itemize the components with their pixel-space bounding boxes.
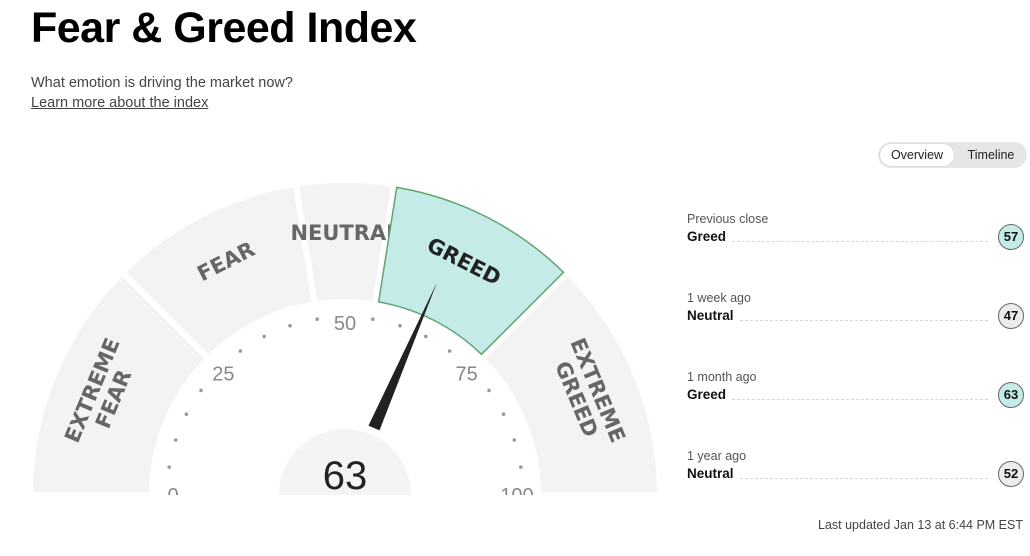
history-dotted-line — [732, 241, 988, 242]
gauge-tick-dot — [238, 349, 243, 353]
history-rating: Greed — [687, 387, 727, 402]
gauge-value: 63 — [323, 454, 368, 498]
gauge-tick-dot — [315, 317, 319, 321]
gauge-segment-label: NEUTRAL — [290, 221, 399, 245]
view-toggle: Overview Timeline — [878, 142, 1027, 168]
fear-greed-gauge: EXTREMEFEARFEARNEUTRALGREEDEXTREMEGREED0… — [0, 183, 680, 520]
gauge-inner-track — [153, 303, 537, 495]
history-rating: Neutral — [687, 466, 734, 481]
history-rating: Greed — [687, 229, 727, 244]
page-title: Fear & Greed Index — [31, 4, 417, 52]
gauge-base-mask — [0, 495, 680, 520]
gauge-tick-label: 75 — [455, 363, 477, 385]
gauge-needle — [368, 282, 438, 431]
gauge-tick-label: 25 — [212, 363, 234, 385]
gauge-tick-dot — [424, 334, 428, 339]
history-dotted-line — [740, 478, 988, 479]
gauge-segment — [33, 276, 205, 493]
gauge-tick-dot — [167, 465, 171, 469]
gauge-tick-dot — [288, 323, 292, 328]
gauge-tick-dot — [447, 349, 452, 353]
gauge-segment — [299, 183, 391, 301]
gauge-tick-dot — [398, 323, 402, 328]
history-period: Previous close — [687, 212, 769, 226]
learn-more-link[interactable]: Learn more about the index — [31, 95, 209, 111]
history-rating: Neutral — [687, 308, 734, 323]
history-score-badge: 57 — [998, 224, 1024, 250]
gauge-tick-label: 50 — [334, 313, 356, 335]
gauge-tick-dot — [512, 438, 517, 442]
history-period: 1 week ago — [687, 291, 751, 305]
history-row: Previous close Greed 57 — [687, 212, 1024, 272]
timeline-tab[interactable]: Timeline — [967, 148, 1015, 162]
overview-tab[interactable]: Overview — [880, 144, 954, 166]
history-score-badge: 63 — [998, 382, 1024, 408]
gauge-tick-dot — [173, 438, 178, 442]
gauge-tick-dot — [371, 317, 375, 321]
gauge-segment — [485, 276, 657, 493]
gauge-tick-dot — [501, 412, 506, 416]
last-updated-text: Last updated Jan 13 at 6:44 PM EST — [818, 518, 1023, 532]
history-dotted-line — [732, 399, 988, 400]
page-subtitle: What emotion is driving the market now? — [31, 75, 293, 91]
gauge-tick-dot — [262, 334, 266, 339]
history-row: 1 month ago Greed 63 — [687, 370, 1024, 430]
history-period: 1 year ago — [687, 449, 747, 463]
gauge-segment — [126, 187, 312, 355]
history-row: 1 year ago Neutral 52 — [687, 449, 1024, 509]
history-row: 1 week ago Neutral 47 — [687, 291, 1024, 351]
gauge-tick-dot — [184, 412, 189, 416]
gauge-tick-dot — [487, 388, 491, 393]
history-dotted-line — [740, 320, 988, 321]
gauge-tick-dot — [519, 465, 523, 469]
history-score-badge: 52 — [998, 461, 1024, 487]
gauge-tick-dot — [199, 388, 203, 393]
history-period: 1 month ago — [687, 370, 757, 384]
history-score-badge: 47 — [998, 303, 1024, 329]
